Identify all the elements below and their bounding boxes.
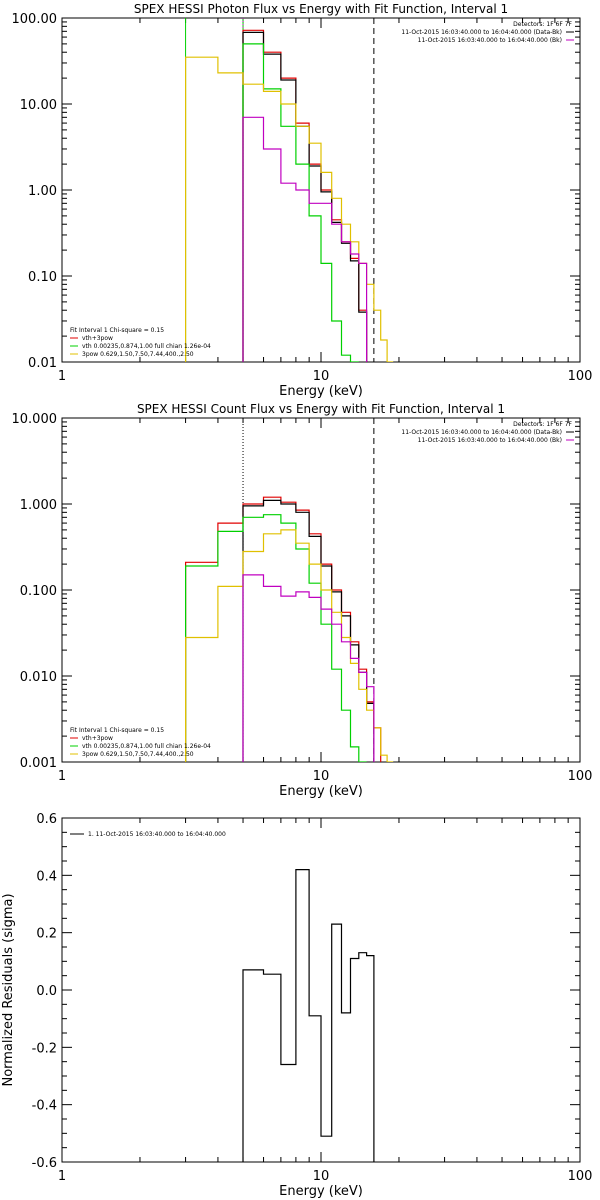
legend-item-label: vth+3pow	[82, 335, 113, 342]
y-tick-label: 0.010	[20, 670, 57, 685]
panel-2: SPEX HESSI Count Flux vs Energy with Fit…	[12, 402, 593, 799]
legend-item-label: vth+3pow	[82, 735, 113, 742]
y-tick-label: -0.6	[32, 1156, 57, 1171]
x-axis-label: Energy (keV)	[279, 1184, 363, 1199]
y-tick-label: 0.0	[36, 984, 57, 999]
x-tick-label: 100	[568, 369, 593, 384]
detectors-label: Detectors: 1F 6F 7F	[513, 21, 572, 28]
series-vth-3pow	[185, 496, 382, 762]
series-3pow	[185, 529, 394, 762]
y-tick-label: 1.000	[20, 498, 57, 513]
y-tick-label: -0.2	[32, 1041, 57, 1056]
legend-item-label: 3pow 0.629,1.50,7.50,7.44,400.,2.50	[82, 751, 194, 758]
x-axis-label: Energy (keV)	[279, 784, 363, 799]
time-range-bk: 11-Oct-2015 16:03:40.000 to 16:04:40.000…	[418, 37, 562, 44]
y-tick-label: 0.100	[20, 584, 57, 599]
series-vth-3pow	[242, 29, 368, 362]
x-tick-label: 10	[313, 369, 330, 384]
y-axis-label: Normalized Residuals (sigma)	[1, 893, 16, 1086]
y-tick-label: 100.00	[12, 12, 58, 27]
panel-1: SPEX HESSI Photon Flux vs Energy with Fi…	[12, 2, 593, 399]
series-data-bk	[242, 499, 375, 762]
time-range-data-bk: 11-Oct-2015 16:03:40.000 to 16:04:40.000…	[401, 429, 562, 436]
panel-3: 1 10 100 Energy (keV) -0.6 -0.4 -0.2 0.0 0.2 0.4 0…	[1, 812, 592, 1199]
legend-item-label: vth 0.00235,0.874,1.00 full chian 1.26e-…	[82, 743, 211, 750]
chart-title: SPEX HESSI Photon Flux vs Energy with Fi…	[134, 2, 508, 16]
x-axis-label: Energy (keV)	[279, 384, 363, 399]
y-tick-label: 0.10	[28, 270, 57, 285]
x-tick-label: 10	[313, 769, 330, 784]
data-area	[185, 18, 394, 362]
y-tick-label: 0.2	[36, 927, 57, 942]
time-range-bk: 11-Oct-2015 16:03:40.000 to 16:04:40.000…	[418, 437, 562, 444]
fit-info-label: Fit Interval 1 Chi-square = 0.15	[70, 727, 164, 734]
x-tick-label: 1	[58, 369, 66, 384]
time-range-data-bk: 11-Oct-2015 16:03:40.000 to 16:04:40.000…	[401, 29, 562, 36]
y-tick-label: -0.4	[32, 1099, 57, 1114]
x-tick-label: 100	[568, 1169, 593, 1184]
y-tick-label: 10.00	[20, 98, 57, 113]
y-tick-label: 10.000	[12, 412, 58, 427]
detectors-label: Detectors: 1F 6F 7F	[513, 421, 572, 428]
fit-info-label: Fit Interval 1 Chi-square = 0.15	[70, 327, 164, 334]
y-tick-label: 0.001	[20, 756, 57, 771]
series-1-11-oct-2015-16-03-40-000-to-16-04-40-000	[242, 869, 375, 1162]
series-vth	[185, 514, 367, 762]
series-3pow	[185, 56, 394, 362]
chart-title: SPEX HESSI Count Flux vs Energy with Fit…	[137, 402, 505, 416]
y-tick-label: 0.01	[28, 356, 57, 371]
legend-item-label: 3pow 0.629,1.50,7.50,7.44,400.,2.50	[82, 351, 194, 358]
x-tick-label: 1	[58, 769, 66, 784]
y-tick-label: 0.6	[36, 812, 57, 827]
series-bk	[242, 574, 375, 762]
legend-item-label: vth 0.00235,0.874,1.00 full chian 1.26e-…	[82, 343, 211, 350]
y-tick-label: 1.00	[28, 184, 57, 199]
series-bk	[242, 116, 368, 362]
y-tick-label: 0.4	[36, 869, 57, 884]
legend-item-label: 1. 11-Oct-2015 16:03:40.000 to 16:04:40.…	[88, 831, 226, 838]
x-tick-label: 10	[313, 1169, 330, 1184]
data-area	[242, 869, 375, 1162]
data-area	[185, 418, 394, 762]
x-tick-label: 1	[58, 1169, 66, 1184]
series-data-bk	[242, 31, 368, 362]
x-tick-label: 100	[568, 769, 593, 784]
